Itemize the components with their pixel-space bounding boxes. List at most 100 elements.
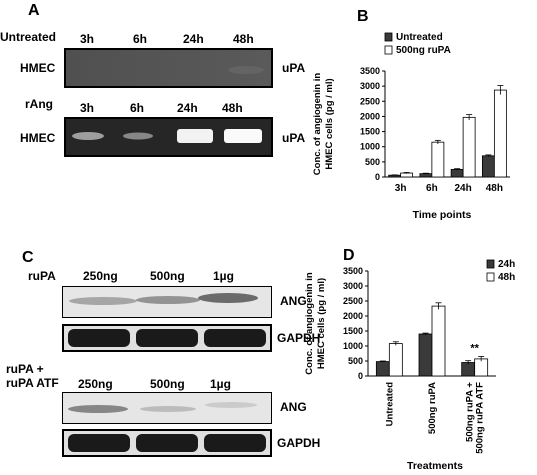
gapdh-label-top: GAPDH: [277, 331, 321, 345]
band-250ng: [68, 329, 130, 347]
band-500ng: [140, 406, 196, 412]
bar: [431, 305, 446, 377]
legend-swatch: [384, 32, 393, 42]
gel-upa-rang: [64, 117, 273, 157]
y-tick-label: 1500: [360, 127, 380, 137]
hmec-label-bottom: HMEC: [20, 131, 56, 145]
y-axis-label: Conc. of angiogenin in: [312, 73, 323, 176]
significance-annotation: **: [470, 343, 479, 355]
blot-gapdh-bottom: [62, 429, 272, 457]
band-48h: [224, 129, 262, 143]
time-label: 24h: [183, 32, 204, 46]
blot-gapdh-top: [62, 324, 272, 352]
dose-label: 250ng: [78, 377, 113, 391]
y-tick-label: 2500: [343, 296, 363, 306]
rupa-atf-label-line1: ruPA +: [6, 362, 44, 376]
x-tick-label: 3h: [395, 183, 407, 194]
band-250ng: [68, 405, 128, 413]
x-tick-label: 500ng ruPA +: [465, 382, 476, 442]
dose-label: 500ng: [150, 377, 185, 391]
x-tick-label: 500ng ruPA: [427, 382, 438, 434]
blot-gapdh-bottom-bands: [64, 431, 270, 455]
x-axis-label: Treatments: [407, 460, 463, 472]
bar: [481, 155, 495, 178]
rupa-atf-label-line2: ruPA ATF: [6, 376, 59, 390]
ang-label-top: ANG: [280, 294, 307, 308]
time-label: 3h: [80, 101, 95, 115]
y-tick-label: 2500: [360, 96, 380, 106]
time-label: 48h: [222, 101, 243, 115]
gel-upa-untreated: [64, 48, 273, 88]
upa-label-bottom: uPA: [282, 131, 306, 145]
band-6h: [123, 132, 153, 140]
panel-a-letter: A: [28, 2, 40, 19]
y-tick-label: 2000: [360, 111, 380, 121]
faint-band: [228, 66, 264, 74]
panel-c-letter: C: [22, 249, 34, 266]
legend-swatch: [384, 45, 393, 55]
legend-swatch: [486, 259, 495, 269]
y-tick-label: 0: [375, 172, 380, 182]
time-label: 24h: [177, 101, 198, 115]
time-label: 3h: [80, 32, 95, 46]
untreated-label: Untreated: [0, 30, 57, 44]
band-500ng: [136, 434, 198, 452]
legend-label: 500ng ruPA: [396, 45, 451, 56]
gel-upa-rang-bands: [66, 119, 271, 155]
rang-label: rAng: [25, 97, 53, 111]
chart-d: 0 500 1000 1500 2000 2500 3000 3500 Conc. of ang…: [304, 259, 515, 472]
dose-label: 500ng: [150, 269, 185, 283]
bar: [461, 362, 476, 377]
rupa-label: ruPA: [28, 269, 56, 283]
y-tick-label: 3000: [360, 81, 380, 91]
legend-label: 48h: [498, 272, 515, 283]
bar: [493, 89, 507, 178]
band-250ng: [68, 434, 130, 452]
x-tick-label: 6h: [426, 183, 438, 194]
y-axis-label: HMEC cells (pg / ml): [324, 78, 335, 169]
blot-ang-top-bands: [63, 287, 270, 316]
y-axis-label: Conc. of angiogenin in: [304, 272, 315, 375]
panel-b-letter: B: [357, 8, 369, 25]
y-tick-label: 3500: [343, 266, 363, 276]
y-axis-label: HMEC cells (pg / ml): [316, 278, 327, 369]
dose-label: 250ng: [83, 269, 118, 283]
bar: [419, 173, 433, 178]
blot-ang-top: [62, 286, 272, 318]
blot-ang-bottom: [62, 392, 272, 424]
band-250ng: [69, 297, 137, 305]
time-label: 6h: [130, 101, 145, 115]
bar: [474, 358, 489, 377]
legend-label: 24h: [498, 259, 515, 270]
dose-label: 1µg: [210, 377, 231, 391]
panel-d-letter: D: [343, 247, 355, 264]
x-tick-label: 48h: [486, 183, 503, 194]
upa-label-top: uPA: [282, 61, 306, 75]
y-tick-label: 500: [365, 157, 380, 167]
x-tick-label: 500ng ruPA ATF: [475, 382, 486, 454]
band-500ng: [136, 296, 200, 304]
time-label: 48h: [233, 32, 254, 46]
band-1ug: [204, 329, 266, 347]
x-axis-label: Time points: [413, 209, 472, 221]
legend-swatch: [486, 272, 495, 282]
y-tick-label: 0: [358, 371, 363, 381]
band-1ug: [204, 434, 266, 452]
bar: [462, 116, 476, 178]
band-500ng: [136, 329, 198, 347]
y-tick-label: 2000: [343, 311, 363, 321]
ang-label-bottom: ANG: [280, 400, 307, 414]
x-tick-label: Untreated: [384, 382, 395, 427]
y-tick-label: 3500: [360, 66, 380, 76]
y-tick-label: 1000: [360, 142, 380, 152]
gel-upa-untreated-bands: [66, 50, 271, 86]
band-3h: [72, 132, 104, 140]
blot-ang-bottom-bands: [63, 393, 270, 422]
y-tick-label: 3000: [343, 281, 363, 291]
y-tick-label: 500: [348, 356, 363, 366]
chart-b: 0 500 1000 1500 2000 2500 3000 3500 Conc. of ang…: [312, 32, 510, 221]
blot-gapdh-top-bands: [64, 326, 270, 350]
bar: [431, 141, 445, 178]
y-tick-label: 1500: [343, 326, 363, 336]
x-tick-label: 24h: [455, 183, 472, 194]
